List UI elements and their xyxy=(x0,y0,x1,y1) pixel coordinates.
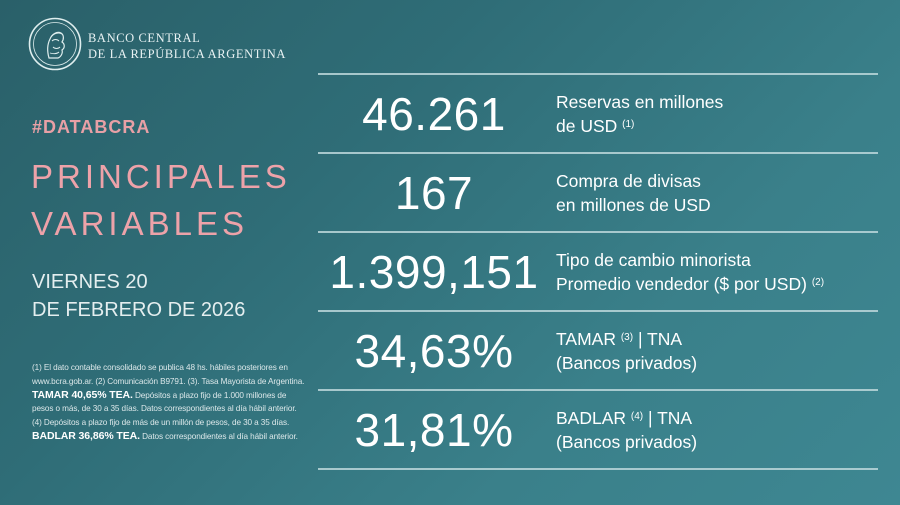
footnote-ref: (1) xyxy=(622,118,635,130)
variable-label-line2: de USD (1) xyxy=(556,115,635,136)
bcra-logo: BANCO CENTRAL DE LA REPÚBLICA ARGENTINA xyxy=(28,17,318,75)
footnote-part1: (1) El dato contable consolidado se publ… xyxy=(32,363,305,386)
footnote-tamar-tea: TAMAR 40,65% TEA. xyxy=(32,388,133,401)
divider xyxy=(318,152,878,154)
variable-label-line2: Promedio vendedor ($ por USD) (2) xyxy=(556,273,825,294)
variable-label-line2: (Bancos privados) xyxy=(556,431,698,452)
variable-label: Tipo de cambio minorista Promedio vended… xyxy=(556,248,824,296)
variable-label: BADLAR (4) | TNA (Bancos privados) xyxy=(556,406,697,454)
variable-label: TAMAR (3) | TNA (Bancos privados) xyxy=(556,327,697,375)
variable-value: 46.261 xyxy=(362,87,506,140)
variable-label: Reservas en millones de USD (1) xyxy=(556,90,723,138)
report-date-line1: VIERNES 20 xyxy=(32,271,148,293)
variable-row-tamar: 34,63% TAMAR (3) | TNA (Bancos privados) xyxy=(318,312,878,390)
footnote-badlar-tea: BADLAR 36,86% TEA. xyxy=(32,429,140,442)
footnote: (1) El dato contable consolidado se publ… xyxy=(32,361,307,444)
page-title-line2: VARIABLES xyxy=(31,205,248,242)
bank-name: BANCO CENTRAL DE LA REPÚBLICA ARGENTINA xyxy=(88,30,286,62)
page-title: PRINCIPALES VARIABLES xyxy=(31,153,291,247)
variable-value: 167 xyxy=(394,166,474,219)
footnote-ref: (4) xyxy=(630,410,644,422)
bcra-seal-icon xyxy=(28,17,82,71)
variable-label-line1: Reservas en millones xyxy=(556,91,724,112)
footnote-ref: (3) xyxy=(620,331,634,343)
divider xyxy=(318,73,878,75)
variable-row-tipo-cambio: 1.399,151 Tipo de cambio minorista Prome… xyxy=(318,233,878,311)
divider xyxy=(318,468,878,470)
variable-value: 31,81% xyxy=(354,403,514,456)
footnote-part2: Depósitos a plazo fijo de 1.000 millones… xyxy=(32,390,297,428)
page-title-line1: PRINCIPALES xyxy=(31,158,291,195)
variable-label-line1: Compra de divisas xyxy=(556,170,701,191)
variable-label-line1: BADLAR (4) | TNA xyxy=(556,407,693,428)
variable-label-line1: Tipo de cambio minorista xyxy=(556,249,751,270)
variable-label: Compra de divisas en millones de USD xyxy=(556,169,711,217)
variable-row-badlar: 31,81% BADLAR (4) | TNA (Bancos privados… xyxy=(318,391,878,469)
hashtag: #DATABCRA xyxy=(32,117,151,137)
divider xyxy=(318,231,878,233)
variable-row-reservas: 46.261 Reservas en millones de USD (1) xyxy=(318,75,878,153)
report-date: VIERNES 20 DE FEBRERO DE 2026 xyxy=(32,268,245,324)
variable-value: 34,63% xyxy=(354,324,514,377)
variable-row-compra-divisas: 167 Compra de divisas en millones de USD xyxy=(318,154,878,232)
variable-value: 1.399,151 xyxy=(329,245,539,298)
divider xyxy=(318,310,878,312)
footnote-part3: Datos correspondientes al día hábil ante… xyxy=(142,431,298,441)
divider xyxy=(318,389,878,391)
report-date-line2: DE FEBRERO DE 2026 xyxy=(32,299,246,321)
variable-label-line1: TAMAR (3) | TNA xyxy=(556,328,683,349)
bank-name-line2: DE LA REPÚBLICA ARGENTINA xyxy=(88,47,286,61)
footnote-ref: (2) xyxy=(811,276,825,288)
variable-label-line2: en millones de USD xyxy=(556,194,711,215)
bank-name-line1: BANCO CENTRAL xyxy=(88,31,201,45)
variable-label-line2: (Bancos privados) xyxy=(556,352,698,373)
variables-panel: 46.261 Reservas en millones de USD (1) 1… xyxy=(318,73,878,470)
